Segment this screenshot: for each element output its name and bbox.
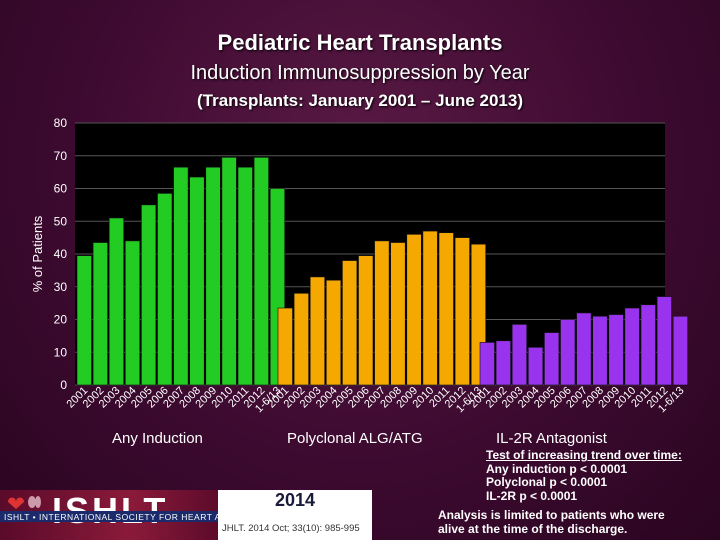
bar xyxy=(608,314,624,386)
y-tick-label: 60 xyxy=(54,182,68,196)
bar xyxy=(454,237,470,386)
chart-period: (Transplants: January 2001 – June 2013) xyxy=(197,91,523,110)
bar xyxy=(390,242,406,386)
bar xyxy=(293,293,309,386)
group-label-any-induction: Any Induction xyxy=(112,430,203,447)
bar xyxy=(422,230,438,386)
y-tick-label: 50 xyxy=(54,214,68,228)
bar xyxy=(189,176,205,386)
y-tick-label: 80 xyxy=(54,116,68,130)
bar xyxy=(624,307,640,386)
trend-test-notes: Test of increasing trend over time: Any … xyxy=(486,448,682,503)
bar xyxy=(221,157,237,386)
y-tick-label: 20 xyxy=(54,313,68,327)
heart-lung-emblem-icon xyxy=(8,496,41,509)
bar xyxy=(640,304,656,386)
y-tick-label: 70 xyxy=(54,149,68,163)
logo-year: 2014 xyxy=(274,490,316,510)
logo-tagline: ISHLT • INTERNATIONAL SOCIETY FOR HEART … xyxy=(4,512,354,522)
y-axis-label: % of Patients xyxy=(30,215,45,292)
bar xyxy=(576,312,592,386)
ishlt-logo: ISHLT ISHLT • INTERNATIONAL SOCIETY FOR … xyxy=(0,490,372,540)
bar xyxy=(325,279,342,386)
bar xyxy=(406,234,422,386)
bar xyxy=(205,166,221,386)
bar xyxy=(438,232,454,386)
bar xyxy=(527,347,544,386)
bar xyxy=(495,340,511,386)
bar xyxy=(173,166,189,386)
bar xyxy=(108,217,124,386)
bar xyxy=(141,204,157,386)
y-tick-label: 0 xyxy=(60,378,67,392)
bar xyxy=(672,315,689,386)
bar xyxy=(358,255,374,386)
trend-test-line: IL-2R p < 0.0001 xyxy=(486,488,578,503)
footnote-line: alive at the time of the discharge. xyxy=(438,521,628,536)
bar xyxy=(479,342,495,386)
bar xyxy=(157,193,173,386)
bar xyxy=(342,260,358,386)
logo-tagline-bar xyxy=(0,511,372,522)
y-tick-label: 30 xyxy=(54,280,68,294)
bar xyxy=(544,332,560,386)
bar xyxy=(76,255,92,386)
logo-citation-box: 2014 JHLT. 2014 Oct; 33(10): 985-995 xyxy=(218,490,372,540)
y-tick-label: 10 xyxy=(54,345,68,359)
trend-test-header: Test of increasing trend over time: xyxy=(486,448,682,462)
group-label-polyclonal: Polyclonal ALG/ATG xyxy=(287,430,423,447)
bar xyxy=(560,319,576,386)
bar xyxy=(656,296,672,386)
bar xyxy=(92,242,108,386)
bar xyxy=(125,240,141,386)
bar xyxy=(592,315,608,386)
analysis-footnote: Analysis is limited to patients who were… xyxy=(438,508,665,536)
bar xyxy=(253,157,269,386)
footnote-line: Analysis is limited to patients who were xyxy=(438,508,665,522)
bar xyxy=(309,276,326,386)
logo-wordmark: ISHLT xyxy=(52,490,168,532)
y-tick-label: 40 xyxy=(54,247,68,261)
chart-subtitle: Induction Immunosuppression by Year xyxy=(190,62,530,84)
bar xyxy=(277,307,293,386)
bar xyxy=(511,324,528,386)
group-label-il2r: IL-2R Antagonist xyxy=(496,430,607,447)
bar xyxy=(374,240,390,386)
logo-citation: JHLT. 2014 Oct; 33(10): 985-995 xyxy=(222,523,360,534)
bar xyxy=(237,166,253,386)
trend-test-line: Polyclonal p < 0.0001 xyxy=(486,475,608,489)
trend-test-line: Any induction p < 0.0001 xyxy=(486,461,628,476)
chart-title: Pediatric Heart Transplants xyxy=(217,30,503,55)
